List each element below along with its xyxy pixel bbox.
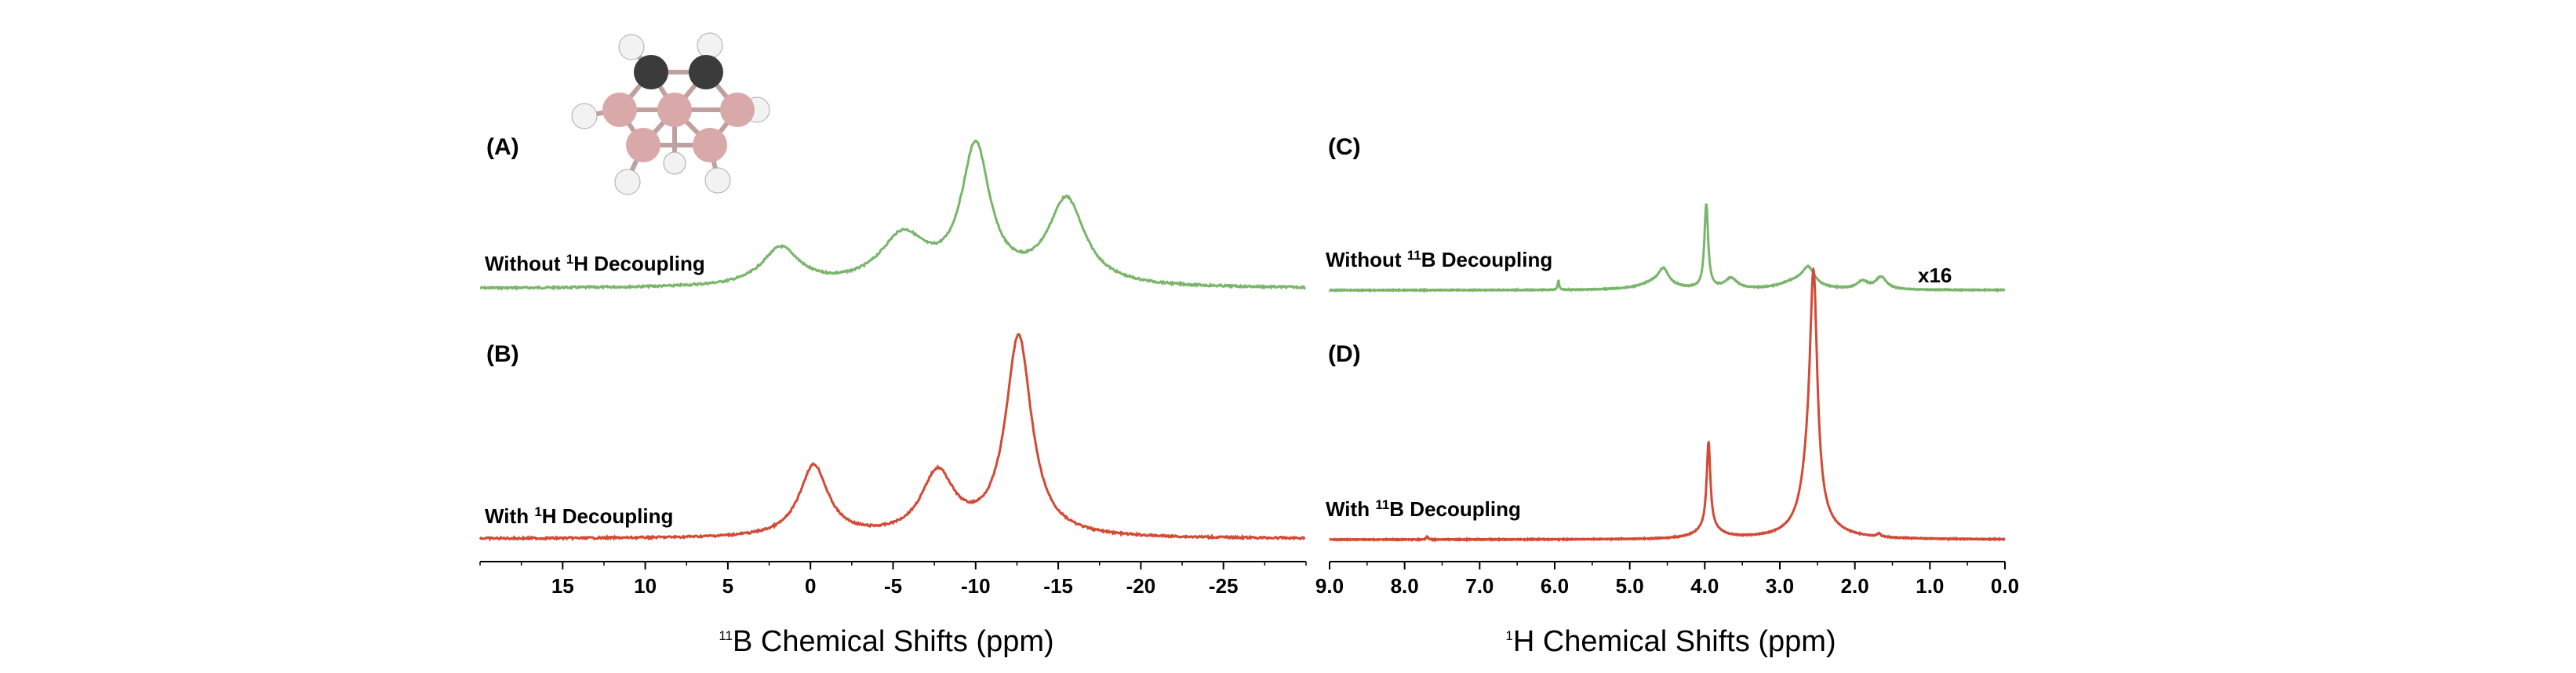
trace-label-a: Without 1H Decoupling — [485, 252, 705, 275]
spectrum-trace-b — [478, 333, 1306, 542]
panel-label-d: (D) — [1328, 341, 1361, 367]
hydrogen-atom — [571, 103, 598, 129]
x-tick-label: 0 — [805, 574, 816, 598]
x-tick-label: 6.0 — [1541, 574, 1569, 598]
x-tick-label: 0.0 — [1991, 574, 2019, 598]
trace-label-d: With 11B Decoupling — [1326, 497, 1521, 521]
x-tick-label: 5 — [722, 574, 733, 598]
scale-annotation: x16 — [1918, 264, 1952, 287]
x-tick-label: -15 — [1043, 574, 1073, 598]
x-tick-label: 9.0 — [1315, 574, 1344, 598]
hydrogen-atom — [697, 32, 723, 59]
boron-atom — [693, 128, 727, 162]
boron-atom — [657, 93, 692, 127]
hydrogen-atom — [704, 167, 731, 194]
trace-label-b: With 1H Decoupling — [485, 504, 673, 528]
x-tick-label: 8.0 — [1391, 574, 1419, 598]
x-tick-label: -25 — [1209, 574, 1239, 598]
carborane-molecule-illustration — [571, 32, 770, 195]
x-tick-label: 7.0 — [1465, 574, 1494, 598]
trace-label-c: Without 11B Decoupling — [1326, 248, 1552, 271]
spectrum-trace-d — [1329, 266, 2006, 543]
boron-atom — [602, 93, 637, 127]
boron-atom — [626, 128, 660, 162]
panel-label-c: (C) — [1328, 134, 1361, 160]
boron-atom — [720, 93, 755, 127]
spectrum-trace-a — [479, 139, 1307, 291]
x-tick-label: -5 — [884, 574, 902, 598]
x-axis-ticks: 15 10 5 0 -5 -10 -15 -20 -25 — [479, 562, 1307, 598]
x-axis-title: 11B Chemical Shifts (ppm) — [719, 625, 1053, 658]
x-tick-label: 15 — [551, 574, 574, 598]
carbon-atom — [634, 55, 668, 89]
hydrogen-atom — [663, 151, 686, 175]
x-tick-label: -10 — [961, 574, 991, 598]
proton-chart: (C) Without 11B Decoupling x16 (D) With … — [1315, 134, 2019, 658]
x-tick-label: 10 — [634, 574, 657, 598]
spectrum-trace-c — [1328, 203, 2006, 293]
panel-label-b: (B) — [486, 341, 519, 367]
x-axis-title: 1H Chemical Shifts (ppm) — [1505, 625, 1836, 658]
x-tick-label: -20 — [1126, 574, 1156, 598]
x-tick-label: 3.0 — [1766, 574, 1794, 598]
hydrogen-atom — [614, 169, 641, 195]
x-tick-label: 5.0 — [1616, 574, 1644, 598]
boron-11-chart: (A) Without 1H Decoupling (B) With 1H De… — [478, 134, 1307, 658]
x-tick-label: 1.0 — [1916, 574, 1944, 598]
hydrogen-atom — [618, 34, 645, 60]
x-tick-label: 2.0 — [1841, 574, 1869, 598]
carbon-atom — [689, 55, 723, 89]
x-axis-ticks: 9.0 8.0 7.0 6.0 5.0 4.0 3.0 2.0 1.0 0.0 — [1315, 562, 2019, 598]
x-tick-label: 4.0 — [1690, 574, 1719, 598]
panel-label-a: (A) — [486, 134, 519, 160]
